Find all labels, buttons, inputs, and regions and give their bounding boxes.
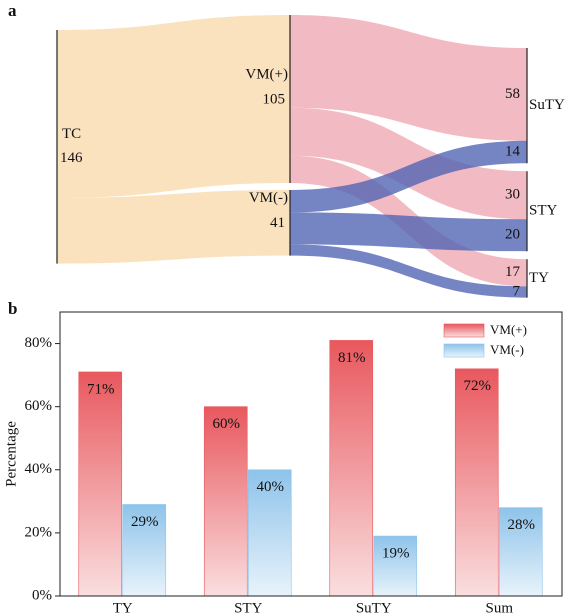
flow — [57, 15, 290, 198]
y-tick-label: 60% — [25, 398, 53, 414]
legend-label: VM(+) — [490, 322, 527, 337]
value-label: 40% — [257, 479, 285, 495]
flow — [290, 107, 527, 220]
flow-value-label: 30 — [505, 187, 520, 203]
value-label: 71% — [87, 381, 115, 397]
value-label: 29% — [131, 514, 159, 530]
y-axis-label: Percentage — [3, 421, 19, 487]
legend-label: VM(-) — [490, 342, 524, 357]
value-label: 28% — [508, 517, 536, 533]
bar — [78, 371, 123, 597]
legend-swatch — [443, 323, 485, 338]
flow — [57, 190, 290, 264]
y-tick-label: 80% — [25, 335, 53, 351]
x-tick-label: SuTY — [356, 600, 392, 616]
y-tick-label: 20% — [25, 524, 53, 540]
links — [57, 15, 527, 298]
flow — [290, 212, 527, 252]
panel-label: b — [8, 299, 17, 318]
panel-label: a — [8, 1, 17, 20]
plot-frame — [59, 311, 563, 597]
flow-value-label: 17 — [505, 264, 521, 280]
y-tick-label: 40% — [25, 461, 53, 477]
flow-value-label: 58 — [505, 86, 520, 102]
bar — [373, 535, 418, 597]
value-label: 60% — [213, 416, 241, 432]
x-tick-label: Sum — [485, 600, 513, 616]
node-value: 146 — [60, 150, 83, 166]
y-tick-label: 0% — [32, 587, 52, 603]
bar-panel: b 0% 20% 40% 60% 80% Percentage TY 71% 29% STY 60% 4… — [3, 299, 563, 616]
flow — [290, 244, 527, 298]
node-label: STY — [529, 203, 558, 219]
node-value: 105 — [263, 91, 286, 107]
flow-value-label: 20 — [505, 227, 520, 243]
bar — [498, 507, 543, 597]
legend-swatch — [443, 343, 485, 358]
node-label: TY — [529, 270, 549, 286]
flow-value-label: 14 — [505, 143, 521, 159]
node-label: TC — [62, 126, 81, 142]
flow — [290, 140, 527, 213]
bar — [247, 469, 292, 597]
bar — [203, 406, 248, 597]
bar — [329, 340, 374, 597]
value-label: 81% — [338, 350, 366, 366]
value-label: 19% — [382, 545, 410, 561]
node-label: SuTY — [529, 97, 565, 113]
bar — [454, 368, 499, 597]
node-label: VM(+) — [245, 66, 288, 82]
flow-value-label: 7 — [513, 283, 521, 299]
x-tick-label: STY — [234, 600, 263, 616]
flow — [290, 15, 527, 141]
value-label: 72% — [464, 378, 492, 394]
x-tick-label: TY — [113, 600, 133, 616]
node-label: VM(-) — [249, 190, 288, 206]
node-value: 41 — [270, 215, 285, 231]
bar — [122, 504, 167, 597]
sankey-panel: a 58 30 17 14 20 7 TC 146 VM(+) 105 VM(-) 41 SuTY STY T… — [8, 1, 565, 300]
